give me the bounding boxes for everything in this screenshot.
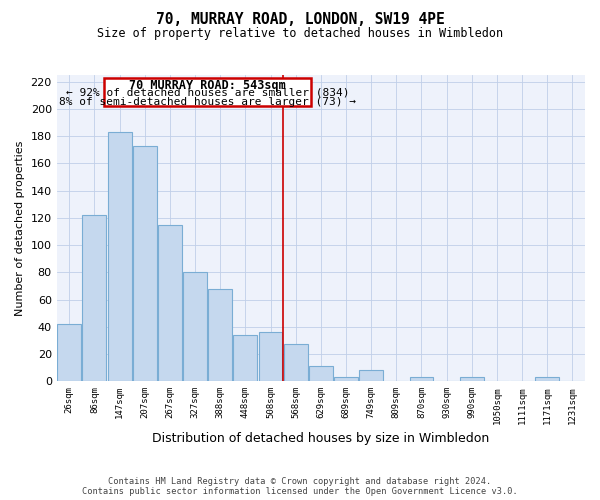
Bar: [107, 132, 131, 381]
Bar: [460, 377, 484, 381]
Bar: [334, 377, 358, 381]
Text: Size of property relative to detached houses in Wimbledon: Size of property relative to detached ho…: [97, 28, 503, 40]
Bar: [133, 146, 157, 381]
Text: ← 92% of detached houses are smaller (834): ← 92% of detached houses are smaller (83…: [66, 88, 349, 98]
Text: 8% of semi-detached houses are larger (73) →: 8% of semi-detached houses are larger (7…: [59, 97, 356, 107]
Bar: [410, 377, 433, 381]
Bar: [259, 332, 283, 381]
Bar: [82, 215, 106, 381]
Y-axis label: Number of detached properties: Number of detached properties: [15, 140, 25, 316]
Bar: [359, 370, 383, 381]
Bar: [233, 335, 257, 381]
Text: 70, MURRAY ROAD, LONDON, SW19 4PE: 70, MURRAY ROAD, LONDON, SW19 4PE: [155, 12, 445, 28]
X-axis label: Distribution of detached houses by size in Wimbledon: Distribution of detached houses by size …: [152, 432, 490, 445]
Bar: [183, 272, 207, 381]
Bar: [535, 377, 559, 381]
Text: Contains public sector information licensed under the Open Government Licence v3: Contains public sector information licen…: [82, 487, 518, 496]
Bar: [309, 366, 333, 381]
Text: Contains HM Land Registry data © Crown copyright and database right 2024.: Contains HM Land Registry data © Crown c…: [109, 477, 491, 486]
Bar: [158, 224, 182, 381]
FancyBboxPatch shape: [104, 78, 311, 106]
Text: 70 MURRAY ROAD: 543sqm: 70 MURRAY ROAD: 543sqm: [129, 79, 286, 92]
Bar: [208, 288, 232, 381]
Bar: [284, 344, 308, 381]
Bar: [57, 324, 81, 381]
